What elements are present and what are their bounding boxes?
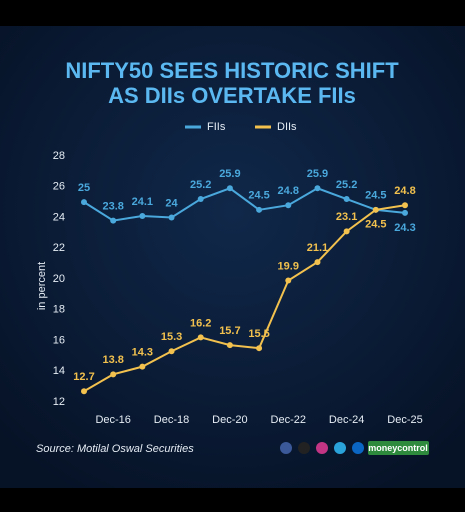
series-line — [83, 204, 406, 393]
value-label: 24 — [165, 197, 178, 209]
value-label: 23.8 — [102, 200, 123, 212]
point — [256, 345, 263, 352]
chart-title: NIFTY50 SEES HISTORIC SHIFT — [65, 58, 399, 83]
x-tick-label: Dec-24 — [329, 414, 364, 426]
value-label: 15.3 — [161, 331, 182, 343]
value-label: 12.7 — [73, 371, 94, 383]
x-tick-label: Dec-18 — [154, 414, 189, 426]
point — [226, 342, 233, 349]
point — [197, 196, 204, 203]
social-icons — [280, 442, 364, 454]
icon — [352, 442, 364, 454]
point — [285, 277, 292, 284]
brand-box — [368, 441, 429, 455]
value-label: 16.2 — [190, 317, 211, 329]
y-tick-label: 22 — [53, 242, 65, 254]
legend-label: FIIs — [207, 121, 226, 133]
value-label: 24.5 — [248, 190, 269, 202]
value-label: 14.3 — [132, 347, 153, 359]
point — [402, 202, 408, 209]
value-label: 24.8 — [394, 185, 415, 197]
value-label: 15.7 — [219, 325, 240, 337]
value-label: 19.9 — [278, 260, 299, 272]
value-label: 24.3 — [394, 222, 415, 234]
y-tick-label: 26 — [53, 181, 65, 193]
x-tick-label: Dec-20 — [212, 414, 247, 426]
brand: moneycontrol — [368, 443, 428, 453]
value-label: 13.8 — [102, 354, 123, 366]
icon — [298, 442, 310, 454]
y-axis-label: in percent — [36, 262, 48, 310]
point — [343, 196, 350, 203]
chart-title: AS DIIs OVERTAKE FIIs — [108, 83, 356, 108]
point — [226, 185, 233, 192]
y-tick-label: 20 — [53, 273, 65, 285]
background — [0, 26, 465, 488]
series-line — [83, 187, 406, 222]
point — [402, 209, 408, 216]
value-label: 24.1 — [132, 196, 153, 208]
point — [197, 334, 204, 341]
point — [256, 206, 263, 213]
value-label: 25.9 — [219, 168, 240, 180]
point — [110, 371, 117, 378]
point — [168, 214, 175, 221]
value-label: 25.2 — [190, 179, 211, 191]
value-label: 25.9 — [307, 168, 328, 180]
point — [139, 212, 146, 219]
y-tick-label: 24 — [53, 211, 65, 223]
point — [81, 388, 87, 395]
value-label: 24.5 — [365, 190, 386, 202]
icon — [280, 442, 292, 454]
value-label: 21.1 — [307, 242, 328, 254]
value-label: 25 — [78, 182, 90, 194]
source: Source: Motilal Oswal Securities — [36, 443, 194, 455]
value-label: 15.5 — [248, 328, 269, 340]
point — [110, 217, 117, 224]
point — [81, 199, 87, 206]
point — [168, 348, 175, 355]
value-label: 25.2 — [336, 179, 357, 191]
value-label: 24.5 — [365, 219, 386, 231]
icon — [316, 442, 328, 454]
icon — [334, 442, 346, 454]
y-tick-label: 14 — [53, 365, 65, 377]
point — [314, 259, 321, 266]
y-tick-label: 12 — [53, 396, 65, 408]
point — [372, 206, 379, 213]
x-tick-label: Dec-25 — [387, 414, 422, 426]
x-tick-label: Dec-22 — [271, 414, 306, 426]
y-tick-label: 18 — [53, 304, 65, 316]
value-label: 23.1 — [336, 211, 357, 223]
point — [343, 228, 350, 235]
x-tick-label: Dec-16 — [95, 414, 130, 426]
point — [139, 363, 146, 370]
y-tick-label: 28 — [53, 150, 65, 162]
y-tick-label: 16 — [53, 334, 65, 346]
point — [314, 185, 321, 192]
point — [285, 202, 292, 209]
legend-label: DIIs — [277, 121, 297, 133]
value-label: 24.8 — [278, 185, 299, 197]
